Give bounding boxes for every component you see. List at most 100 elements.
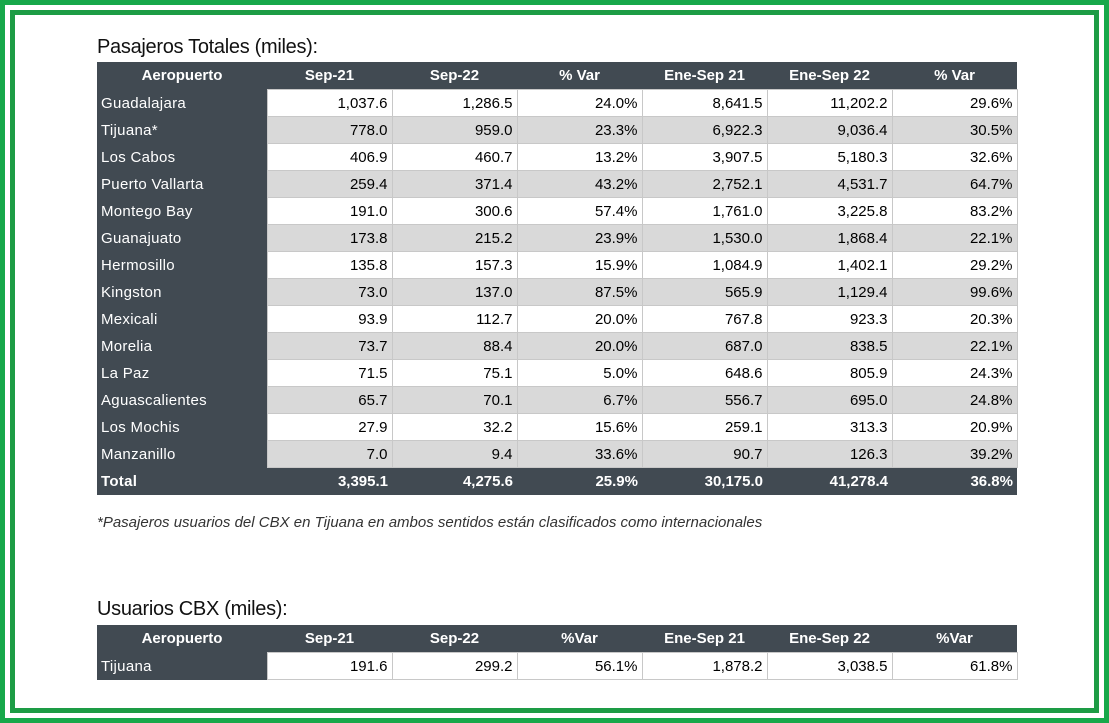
data-cell: 29.2% (891, 251, 1018, 279)
data-cell: 83.2% (891, 197, 1018, 225)
data-cell: 20.0% (516, 332, 643, 360)
data-cell: 3,225.8 (766, 197, 893, 225)
data-cell: 695.0 (766, 386, 893, 414)
data-cell: 61.8% (891, 652, 1018, 680)
total-row: Total 3,395.1 4,275.6 25.9% 30,175.0 41,… (97, 467, 1017, 495)
data-cell: 15.9% (516, 251, 643, 279)
data-cell: 27.9 (266, 413, 393, 441)
data-cell: 65.7 (266, 386, 393, 414)
data-cell: 4,531.7 (766, 170, 893, 198)
data-cell: 8,641.5 (641, 89, 768, 117)
data-cell: 13.2% (516, 143, 643, 171)
data-cell: 32.2 (391, 413, 518, 441)
table-row: Tijuana 191.6 299.2 56.1% 1,878.2 3,038.5 61.8… (97, 652, 1018, 680)
data-cell: 215.2 (391, 224, 518, 252)
total-label: Total (97, 467, 267, 495)
data-cell: 137.0 (391, 278, 518, 306)
col-header-var-ytd: %Var (892, 625, 1017, 653)
total-cell: 30,175.0 (642, 467, 767, 495)
col-header-ene-sep22: Ene-Sep 22 (767, 62, 892, 90)
data-cell: 135.8 (266, 251, 393, 279)
data-cell: 767.8 (641, 305, 768, 333)
data-cell: 1,286.5 (391, 89, 518, 117)
table-row: Montego Bay 191.0 300.6 57.4% 1,761.0 3,225.8… (97, 197, 1018, 225)
data-cell: 24.3% (891, 359, 1018, 387)
data-cell: 2,752.1 (641, 170, 768, 198)
col-header-ene-sep21: Ene-Sep 21 (642, 62, 767, 90)
col-header-sep22: Sep-22 (392, 62, 517, 90)
col-header-var-ytd: % Var (892, 62, 1017, 90)
data-cell: 73.0 (266, 278, 393, 306)
table-row: La Paz 71.5 75.1 5.0% 648.6 805.9 24.3% (97, 359, 1018, 387)
data-cell: 1,402.1 (766, 251, 893, 279)
data-cell: 57.4% (516, 197, 643, 225)
table-row: Hermosillo 135.8 157.3 15.9% 1,084.9 1,402.1 2… (97, 251, 1018, 279)
airport-name: Puerto Vallarta (97, 170, 267, 198)
data-cell: 648.6 (641, 359, 768, 387)
data-cell: 1,530.0 (641, 224, 768, 252)
section-title-cbx: Usuarios CBX (miles): (97, 598, 288, 620)
data-cell: 259.4 (266, 170, 393, 198)
data-cell: 56.1% (516, 652, 643, 680)
passengers-table: Aeropuerto Sep-21 Sep-22 % Var Ene-Sep 2… (97, 62, 1018, 495)
airport-name: Tijuana* (97, 116, 267, 144)
data-cell: 24.0% (516, 89, 643, 117)
data-cell: 20.3% (891, 305, 1018, 333)
airport-name: Montego Bay (97, 197, 267, 225)
data-cell: 299.2 (391, 652, 518, 680)
data-cell: 6,922.3 (641, 116, 768, 144)
table-header-row: Aeropuerto Sep-21 Sep-22 % Var Ene-Sep 2… (97, 62, 1017, 90)
data-cell: 22.1% (891, 332, 1018, 360)
airport-name: Aguascalientes (97, 386, 267, 414)
section-title-pasajeros: Pasajeros Totales (miles): (97, 36, 318, 58)
data-cell: 313.3 (766, 413, 893, 441)
data-cell: 112.7 (391, 305, 518, 333)
data-cell: 32.6% (891, 143, 1018, 171)
airport-name: Kingston (97, 278, 267, 306)
data-cell: 191.0 (266, 197, 393, 225)
data-cell: 5.0% (516, 359, 643, 387)
table-row: Morelia 73.7 88.4 20.0% 687.0 838.5 22.1% (97, 332, 1018, 360)
airport-name: Guanajuato (97, 224, 267, 252)
data-cell: 24.8% (891, 386, 1018, 414)
data-cell: 93.9 (266, 305, 393, 333)
data-cell: 406.9 (266, 143, 393, 171)
airport-name: La Paz (97, 359, 267, 387)
data-cell: 9.4 (391, 440, 518, 468)
col-header-var: % Var (517, 62, 642, 90)
data-cell: 460.7 (391, 143, 518, 171)
data-cell: 3,907.5 (641, 143, 768, 171)
total-cell: 3,395.1 (267, 467, 392, 495)
data-cell: 1,037.6 (266, 89, 393, 117)
airport-name: Manzanillo (97, 440, 267, 468)
table-row: Los Cabos 406.9 460.7 13.2% 3,907.5 5,180.3 32… (97, 143, 1018, 171)
data-cell: 39.2% (891, 440, 1018, 468)
data-cell: 923.3 (766, 305, 893, 333)
data-cell: 29.6% (891, 89, 1018, 117)
data-cell: 565.9 (641, 278, 768, 306)
data-cell: 259.1 (641, 413, 768, 441)
data-cell: 6.7% (516, 386, 643, 414)
data-cell: 838.5 (766, 332, 893, 360)
airport-name: Tijuana (97, 652, 267, 680)
data-cell: 30.5% (891, 116, 1018, 144)
data-cell: 20.9% (891, 413, 1018, 441)
col-header-aeropuerto: Aeropuerto (97, 625, 267, 653)
data-cell: 1,868.4 (766, 224, 893, 252)
data-cell: 7.0 (266, 440, 393, 468)
data-cell: 300.6 (391, 197, 518, 225)
data-cell: 687.0 (641, 332, 768, 360)
data-cell: 43.2% (516, 170, 643, 198)
airport-name: Los Cabos (97, 143, 267, 171)
table-row: Mexicali 93.9 112.7 20.0% 767.8 923.3 20.3% (97, 305, 1018, 333)
col-header-ene-sep21: Ene-Sep 21 (642, 625, 767, 653)
data-cell: 20.0% (516, 305, 643, 333)
data-cell: 75.1 (391, 359, 518, 387)
footnote: *Pasajeros usuarios del CBX en Tijuana e… (97, 514, 763, 531)
data-cell: 805.9 (766, 359, 893, 387)
airport-name: Mexicali (97, 305, 267, 333)
table-header-row: Aeropuerto Sep-21 Sep-22 %Var Ene-Sep 21… (97, 625, 1017, 653)
data-cell: 64.7% (891, 170, 1018, 198)
data-cell: 99.6% (891, 278, 1018, 306)
